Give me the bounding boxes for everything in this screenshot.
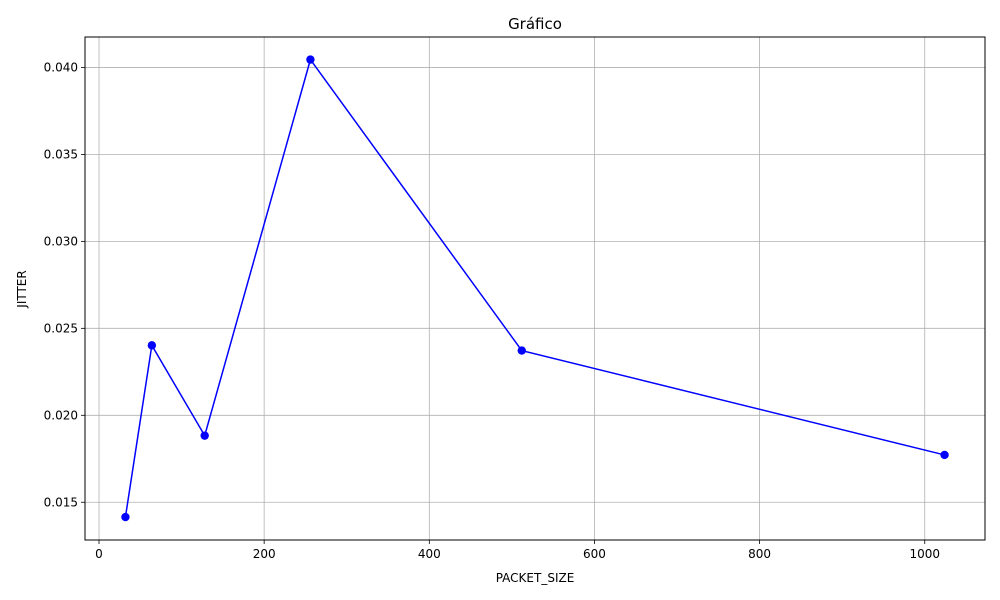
x-tick-label: 800 — [748, 547, 771, 561]
data-point — [517, 346, 526, 355]
chart-title: Gráfico — [508, 15, 562, 33]
data-point — [200, 431, 209, 440]
y-tick-label: 0.020 — [44, 408, 78, 422]
data-point — [306, 55, 315, 64]
y-tick-label: 0.035 — [44, 147, 78, 161]
plot-frame — [84, 36, 986, 541]
x-tick-label: 600 — [583, 547, 606, 561]
ticks: 0 200 400 600 800 1000 0.015 0.020 0.025 0.030 0.0… — [44, 60, 940, 561]
x-tick-label: 400 — [418, 547, 441, 561]
y-tick-label: 0.030 — [44, 234, 78, 248]
x-tick-label: 1000 — [909, 547, 940, 561]
y-tick-label: 0.040 — [44, 60, 78, 74]
series-layer — [121, 55, 949, 522]
series-line — [124, 57, 945, 518]
y-axis-label: JITTER — [15, 270, 29, 308]
y-tick-label: 0.025 — [44, 321, 78, 335]
y-tick-label: 0.015 — [44, 495, 78, 509]
data-point — [121, 512, 130, 522]
data-point — [940, 450, 949, 460]
x-axis-label: PACKET_SIZE — [496, 571, 575, 585]
x-tick-label: 200 — [253, 547, 276, 561]
x-tick-label: 0 — [95, 547, 103, 561]
grid — [85, 37, 985, 540]
data-point — [147, 341, 157, 350]
